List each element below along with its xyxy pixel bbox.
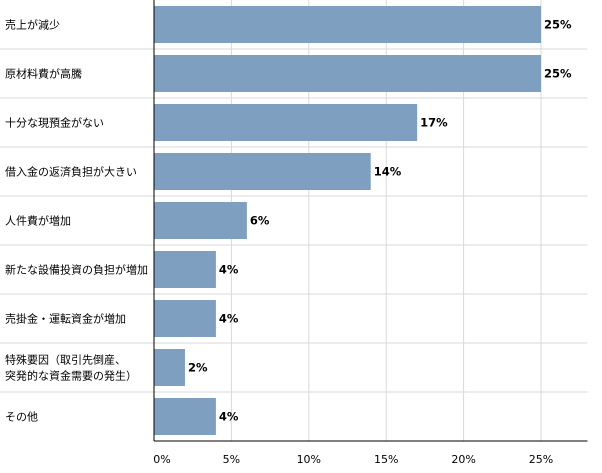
bar-value-label: 6% xyxy=(250,214,270,228)
category-label: 売掛金・運転資金が増加 xyxy=(5,312,126,326)
bar xyxy=(154,202,247,239)
x-tick-label-layer: 0% 5% 10% 15% 20% 25% xyxy=(153,453,553,466)
category-label: 新たな設備投資の負担が増加 xyxy=(5,263,148,277)
bar xyxy=(154,104,418,141)
category-label: 売上が減少 xyxy=(5,18,60,32)
bar-value-label: 17% xyxy=(420,116,448,130)
bar xyxy=(154,153,371,190)
bar-value-label: 4% xyxy=(219,410,239,424)
category-label: 人件費が増加 xyxy=(5,214,71,228)
x-tick-label: 15% xyxy=(374,453,398,466)
bar xyxy=(154,398,216,435)
row-separator-layer xyxy=(0,48,588,393)
x-tick-label: 20% xyxy=(451,453,475,466)
x-tick-label: 25% xyxy=(529,453,553,466)
bar-value-label: 25% xyxy=(544,67,572,81)
bar xyxy=(154,251,216,288)
category-label: 十分な現預金がない xyxy=(5,116,104,130)
category-label: 特殊要因（取引先倒産、 xyxy=(5,353,126,367)
value-label-layer: 25% 25% 17% 14% 6% 4% 4% 2% 4% xyxy=(188,18,572,424)
x-tick-label: 10% xyxy=(297,453,321,466)
x-tick-label: 0% xyxy=(153,453,170,466)
bar-value-label: 2% xyxy=(188,361,208,375)
category-label: 突発的な資金需要の発生） xyxy=(5,369,137,383)
bar-value-label: 4% xyxy=(219,312,239,326)
category-label: その他 xyxy=(5,411,38,424)
category-label: 原材料費が高騰 xyxy=(5,67,82,81)
bar xyxy=(154,55,541,92)
bar xyxy=(154,300,216,337)
bar-value-label: 4% xyxy=(219,263,239,277)
bar xyxy=(154,349,185,386)
bar-value-label: 25% xyxy=(544,18,572,32)
x-tick-label: 5% xyxy=(223,453,240,466)
bar xyxy=(154,6,541,43)
category-label: 借入金の返済負担が大きい xyxy=(5,165,137,179)
bar-value-label: 14% xyxy=(374,165,402,179)
bar-layer xyxy=(154,6,541,435)
category-label-layer: 売上が減少原材料費が高騰十分な現預金がない借入金の返済負担が大きい人件費が増加新… xyxy=(5,18,148,424)
